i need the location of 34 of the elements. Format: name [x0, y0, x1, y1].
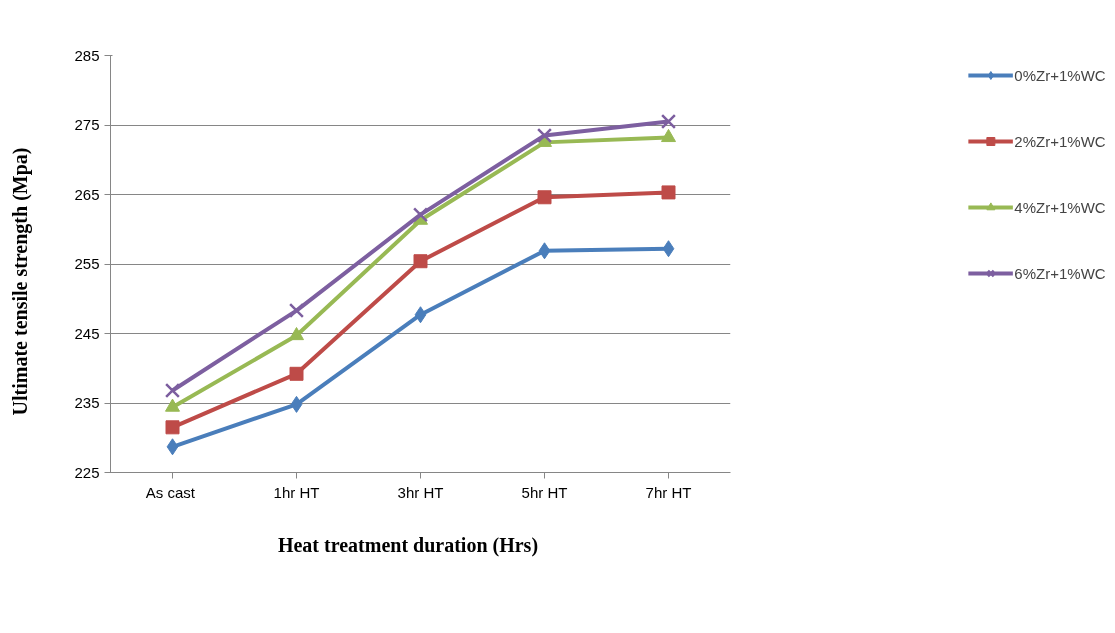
- point: [289, 366, 304, 381]
- point: [412, 207, 429, 223]
- y-tick-label: 275: [74, 116, 100, 133]
- legend-label: 2%Zr+1%WC: [1014, 132, 1106, 150]
- point: [414, 306, 427, 324]
- y-tick-label: 265: [74, 185, 100, 203]
- point: [661, 185, 676, 200]
- point: [166, 438, 179, 456]
- point: [536, 127, 553, 144]
- point: [538, 242, 551, 260]
- y-tick-label: 285: [74, 46, 100, 64]
- x-axis-title: Heat treatment duration (Hrs): [277, 533, 539, 557]
- x-tick-label: 7hr HT: [645, 483, 692, 501]
- y-tick-label: 255: [74, 255, 100, 272]
- legend-label: 4%Zr+1%WC: [1014, 198, 1106, 216]
- y-tick-label: 245: [74, 324, 100, 342]
- point: [537, 190, 552, 205]
- point: [662, 240, 675, 258]
- point: [660, 113, 677, 130]
- legend-label: 0%Zr+1%WC: [1014, 66, 1106, 84]
- point: [290, 395, 303, 413]
- point: [413, 254, 428, 269]
- point: [164, 382, 181, 399]
- y-tick-label: 225: [74, 463, 100, 481]
- legend-label: 6%Zr+1%WC: [1014, 264, 1106, 282]
- x-tick-label: 3hr HT: [397, 483, 444, 501]
- point: [288, 302, 305, 319]
- point: [289, 327, 304, 341]
- x-tick-label: As cast: [145, 483, 196, 501]
- y-axis-title: Ultimate tensile strength (Mpa): [9, 147, 33, 416]
- y-tick-label: 235: [74, 394, 100, 411]
- x-tick-label: 5hr HT: [521, 483, 568, 501]
- point: [165, 420, 180, 435]
- x-tick-label: 1hr HT: [273, 483, 320, 501]
